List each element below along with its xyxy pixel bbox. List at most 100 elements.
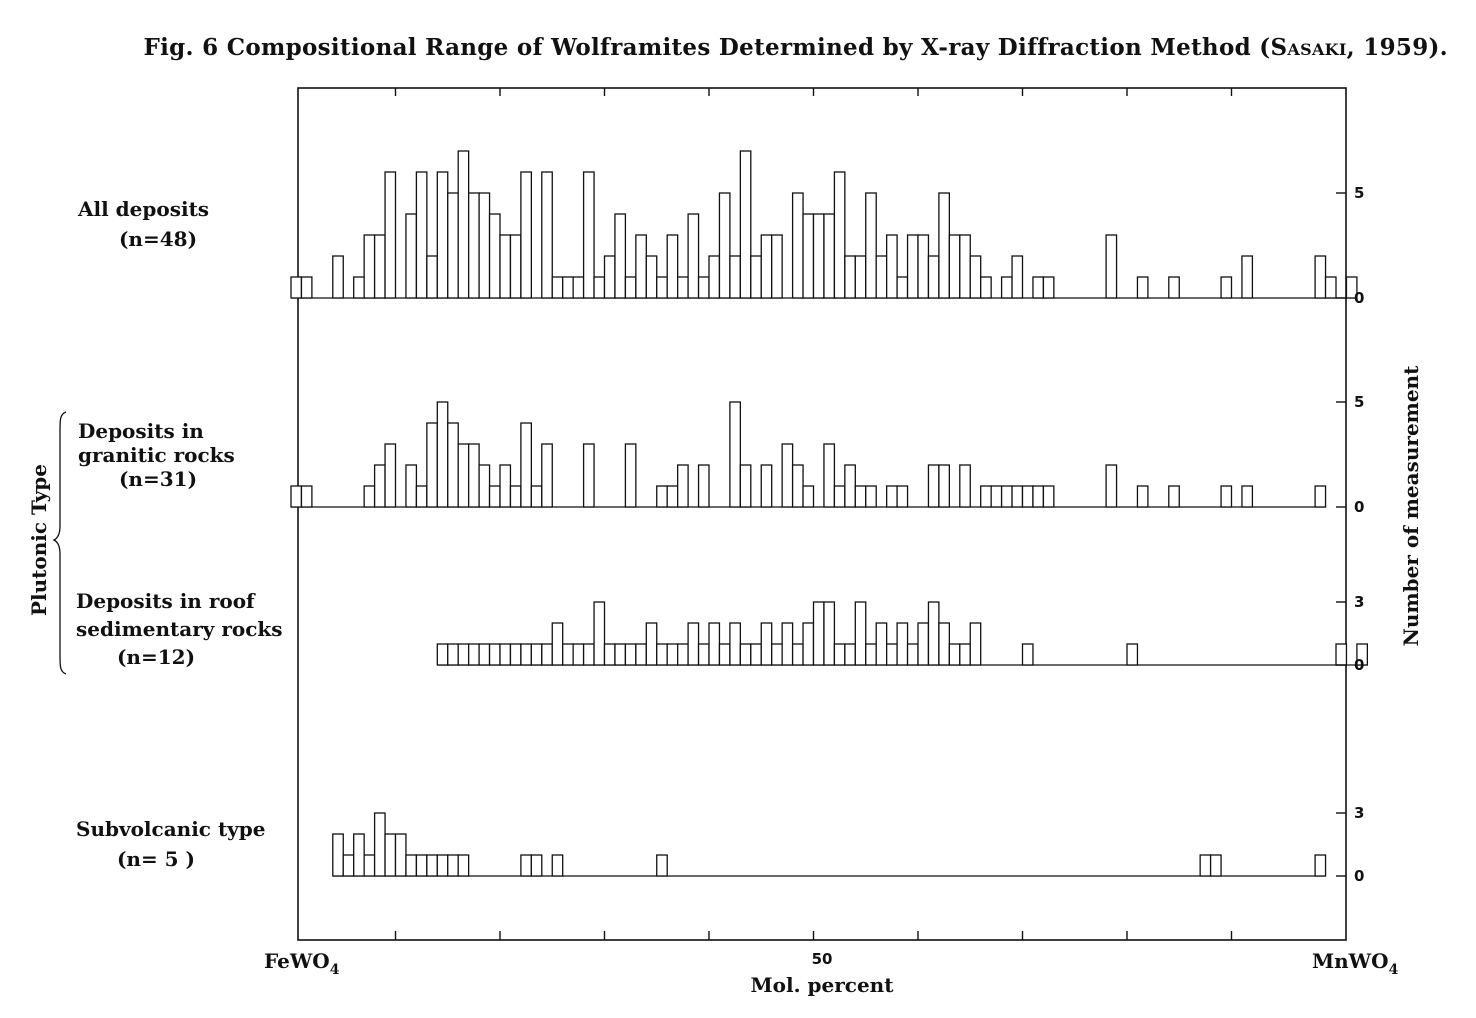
histogram-bar xyxy=(718,192,731,299)
histogram-bar xyxy=(290,485,303,508)
panel-label: Deposits in roof xyxy=(76,589,256,613)
histogram-bar xyxy=(509,643,522,666)
histogram-bar xyxy=(791,643,804,666)
histogram-bar xyxy=(927,255,940,299)
y-tick-label: 5 xyxy=(1354,184,1364,202)
y-tick-label: 0 xyxy=(1354,498,1364,516)
histogram-bar xyxy=(624,643,637,666)
histogram-bar xyxy=(645,255,658,299)
histogram-bar xyxy=(363,854,376,877)
histogram-bar xyxy=(415,171,428,299)
histogram-bar xyxy=(1042,276,1055,299)
histogram-bar xyxy=(405,213,418,299)
histogram-bar xyxy=(750,643,762,666)
histogram-bar xyxy=(353,276,365,299)
histogram-bar xyxy=(488,213,501,299)
histogram-bar xyxy=(436,854,449,877)
histogram-bar xyxy=(509,234,522,299)
histogram-bar xyxy=(635,643,647,666)
histogram-bar xyxy=(823,601,836,666)
histogram-bar xyxy=(1021,485,1034,508)
histogram-bar xyxy=(645,622,658,666)
histogram-bar xyxy=(980,485,992,508)
histogram-bar xyxy=(812,213,825,299)
histogram-bar xyxy=(875,622,888,666)
histogram-bar xyxy=(917,622,930,666)
histogram-bar xyxy=(1335,643,1348,666)
panel-subvolcanic-type: 0 3 Subvolcanic type (n= 5 ) xyxy=(76,804,1364,885)
histogram-bar xyxy=(436,401,449,508)
histogram-bar xyxy=(572,643,585,666)
histogram-bar xyxy=(457,854,470,877)
histogram-bar xyxy=(677,643,689,666)
histogram-bar xyxy=(938,192,951,299)
histogram-bar xyxy=(488,485,501,508)
histogram-bar xyxy=(969,622,982,666)
histogram-bar xyxy=(802,213,815,299)
histogram-bar xyxy=(959,643,971,666)
histogram-bar xyxy=(436,171,449,299)
histogram-bar xyxy=(844,255,856,299)
histogram-bar xyxy=(551,276,564,299)
histogram-bar xyxy=(582,643,595,666)
histogram-bar xyxy=(478,192,491,299)
histogram-bar xyxy=(551,622,564,666)
histogram-bar xyxy=(300,276,313,299)
histogram-bar xyxy=(562,276,574,299)
plutonic-type-brace xyxy=(52,411,67,675)
histogram-bar xyxy=(415,854,428,877)
histogram-bar xyxy=(373,464,386,508)
y-axis-title: Number of measurement xyxy=(1399,365,1423,646)
histogram-bar xyxy=(457,643,470,666)
histogram-bar xyxy=(687,622,700,666)
histogram-bar xyxy=(927,464,940,508)
histogram-bar xyxy=(729,401,742,508)
histogram-bar xyxy=(530,854,543,877)
histogram-bar xyxy=(614,643,627,666)
histogram-bar xyxy=(541,171,553,299)
histogram-bar xyxy=(1168,485,1180,508)
histogram-bar xyxy=(833,643,846,666)
histogram-bar xyxy=(499,234,512,299)
histogram-bar xyxy=(447,422,459,508)
histogram-bar xyxy=(1000,276,1013,299)
histogram-bar xyxy=(593,601,606,666)
histogram-bar xyxy=(467,443,480,508)
histogram-bar xyxy=(520,854,533,877)
histogram-bar xyxy=(875,255,888,299)
histogram-bar xyxy=(562,643,574,666)
histogram-bar xyxy=(582,171,595,299)
histogram-bar xyxy=(520,422,533,508)
histogram-bar xyxy=(499,464,512,508)
histogram-bar xyxy=(1032,276,1045,299)
histogram-bar xyxy=(896,622,909,666)
panel-all-deposits: 0 5 All deposits (n=48) xyxy=(77,150,1364,307)
histogram-bar xyxy=(906,234,919,299)
histogram-bar xyxy=(886,234,898,299)
histogram-bar xyxy=(426,422,438,508)
histogram-bar xyxy=(1345,276,1358,299)
histogram-bar xyxy=(781,622,794,666)
histogram-bar xyxy=(1241,485,1254,508)
y-tick-label: 3 xyxy=(1354,804,1364,822)
histogram-bar xyxy=(478,464,491,508)
histogram-bar xyxy=(1136,276,1149,299)
panel-label: All deposits xyxy=(77,197,209,221)
y-tick-label: 0 xyxy=(1354,289,1364,307)
histogram-bar xyxy=(969,255,982,299)
x-tick-label-50: 50 xyxy=(812,950,833,968)
title-text: Fig. 6 Compositional Range of Wolframite… xyxy=(143,34,1271,61)
histogram-bar xyxy=(373,812,386,877)
histogram-bar xyxy=(530,485,543,508)
histogram-bar xyxy=(791,192,804,299)
histogram-bar xyxy=(844,464,856,508)
histogram-bar xyxy=(1314,485,1327,508)
histogram-bar xyxy=(802,485,815,508)
histogram-bar xyxy=(1220,276,1233,299)
histogram-bar xyxy=(1136,485,1149,508)
y-tick-label: 3 xyxy=(1354,593,1364,611)
histogram-bar xyxy=(447,192,459,299)
x-axis-right-label: MnWO4 xyxy=(1312,949,1399,978)
histogram-bar xyxy=(791,464,804,508)
